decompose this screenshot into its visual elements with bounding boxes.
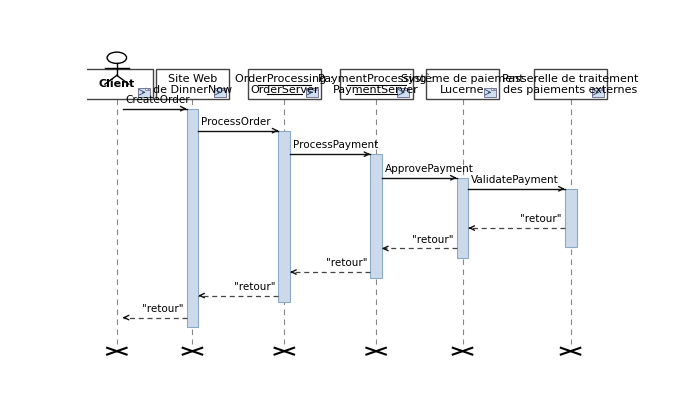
Text: PaymentProcessing :
PaymentServer: PaymentProcessing : PaymentServer [319,73,434,95]
Polygon shape [146,88,150,91]
Bar [534,69,607,99]
Bar [397,88,409,97]
Text: "retour": "retour" [142,304,184,314]
Bar [80,69,153,99]
Bar [278,131,290,302]
Bar [248,69,321,99]
Bar [457,178,468,258]
Text: ProcessOrder: ProcessOrder [201,117,270,127]
Text: "retour": "retour" [326,258,367,268]
Bar [426,69,499,99]
Text: Passerelle de traitement
des paiements externes: Passerelle de traitement des paiements e… [503,73,638,95]
Bar [156,69,229,99]
Text: "retour": "retour" [234,282,275,292]
Text: "retour": "retour" [521,214,562,224]
Bar [339,69,413,99]
Text: ValidatePayment: ValidatePayment [471,175,559,185]
Text: Site Web
de DinnerNow: Site Web de DinnerNow [153,73,232,95]
Polygon shape [491,88,496,91]
Bar [592,88,604,97]
Bar [305,88,318,97]
Text: "retour": "retour" [413,235,454,245]
Polygon shape [405,88,409,91]
Text: OrderProcessing :
OrderServer: OrderProcessing : OrderServer [235,73,333,95]
Text: CreateOrder: CreateOrder [125,95,190,105]
Text: Client: Client [99,79,135,89]
Bar [187,109,199,327]
Polygon shape [313,88,318,91]
Bar [484,88,496,97]
Bar [565,189,576,247]
Polygon shape [222,88,226,91]
Text: ProcessPayment: ProcessPayment [293,140,378,151]
Bar [138,88,150,97]
Text: Système de paiement
Lucerne: Système de paiement Lucerne [401,73,524,95]
Text: ApprovePayment: ApprovePayment [385,164,474,174]
Bar [370,154,382,278]
Polygon shape [599,88,604,91]
Bar [214,88,226,97]
